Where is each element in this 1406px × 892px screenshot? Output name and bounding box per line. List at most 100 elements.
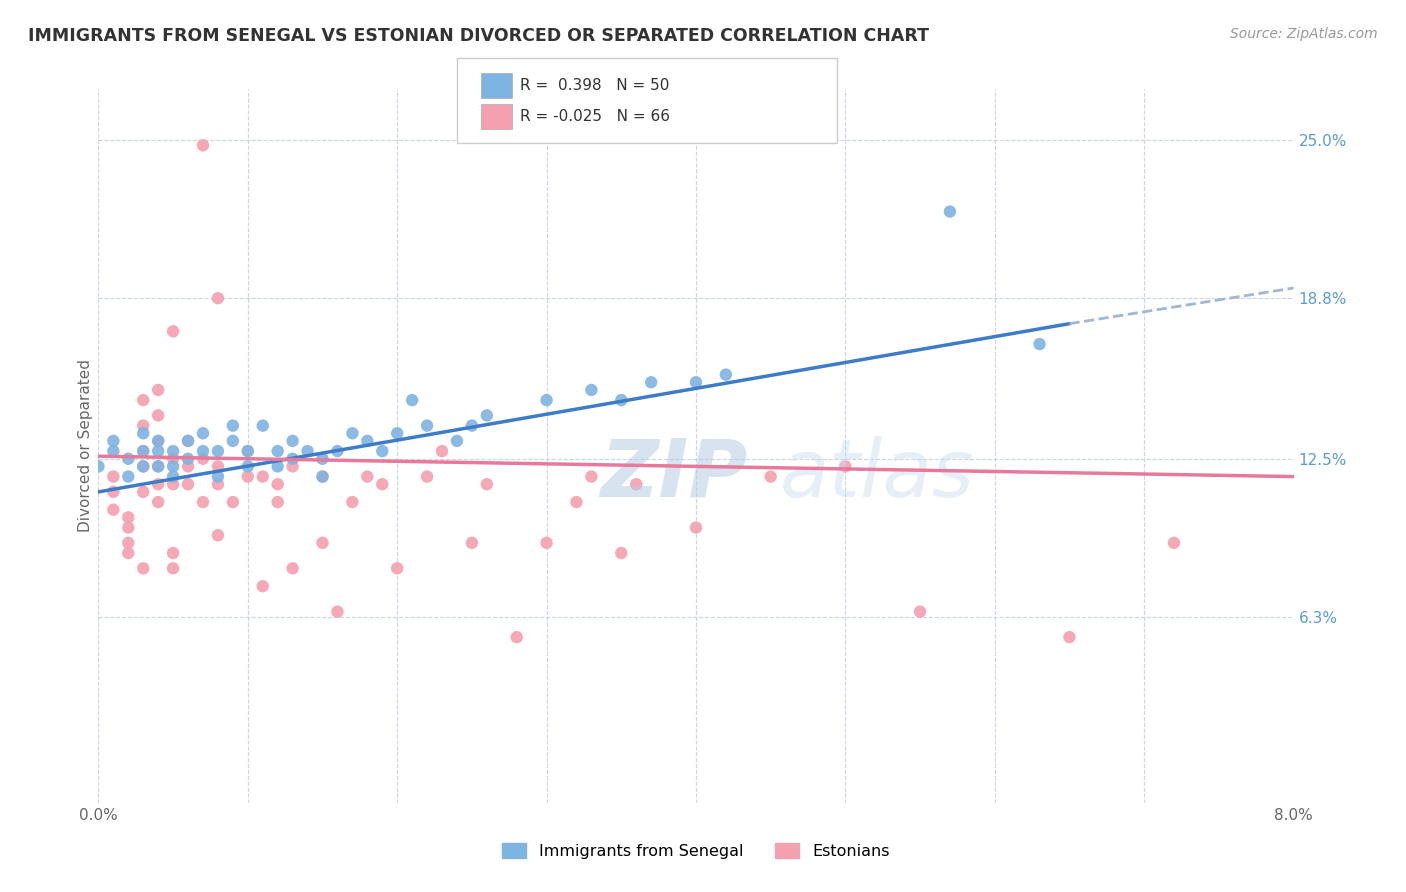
Point xyxy=(236,444,259,458)
Point xyxy=(222,495,245,509)
Point xyxy=(281,434,304,448)
Point xyxy=(148,495,170,509)
Point xyxy=(506,630,529,644)
Text: Source: ZipAtlas.com: Source: ZipAtlas.com xyxy=(1230,27,1378,41)
Point xyxy=(103,502,125,516)
Point xyxy=(385,426,409,441)
Point xyxy=(117,520,139,534)
Point xyxy=(371,477,394,491)
Point xyxy=(371,444,394,458)
Point xyxy=(132,459,155,474)
Point xyxy=(236,459,259,474)
Point xyxy=(132,444,155,458)
Point xyxy=(191,138,214,153)
Point xyxy=(191,451,214,466)
Point xyxy=(581,469,603,483)
Point xyxy=(177,434,200,448)
Point xyxy=(177,434,200,448)
Point xyxy=(132,393,155,408)
Point xyxy=(311,469,333,483)
Point xyxy=(191,444,214,458)
Point xyxy=(117,469,139,483)
Point xyxy=(132,484,155,499)
Point xyxy=(207,477,229,491)
Point xyxy=(908,605,931,619)
Point xyxy=(461,418,484,433)
Point xyxy=(117,510,139,524)
Text: atlas: atlas xyxy=(779,435,974,514)
Point xyxy=(342,426,364,441)
Point xyxy=(626,477,648,491)
Point xyxy=(162,459,184,474)
Point xyxy=(356,434,378,448)
Point xyxy=(103,469,125,483)
Point xyxy=(430,444,453,458)
Point xyxy=(162,451,184,466)
Point xyxy=(236,469,259,483)
Point xyxy=(311,469,333,483)
Point xyxy=(132,459,155,474)
Point xyxy=(191,495,214,509)
Point xyxy=(191,426,214,441)
Point xyxy=(281,561,304,575)
Point xyxy=(207,528,229,542)
Point xyxy=(281,459,304,474)
Text: R =  0.398   N = 50: R = 0.398 N = 50 xyxy=(520,78,669,93)
Point xyxy=(207,291,229,305)
Point xyxy=(416,418,439,433)
Point xyxy=(610,546,633,560)
Point xyxy=(148,477,170,491)
Text: ZIP: ZIP xyxy=(600,435,748,514)
Point xyxy=(177,451,200,466)
Point xyxy=(162,444,184,458)
Point xyxy=(401,393,423,408)
Point xyxy=(581,383,603,397)
Point xyxy=(939,204,962,219)
Point xyxy=(267,459,290,474)
Point xyxy=(342,495,364,509)
Point xyxy=(475,409,498,423)
Point xyxy=(834,459,856,474)
Point xyxy=(610,393,633,408)
Point xyxy=(385,561,409,575)
Point xyxy=(177,459,200,474)
Point xyxy=(281,451,304,466)
Point xyxy=(162,324,184,338)
Point xyxy=(162,469,184,483)
Point xyxy=(252,469,274,483)
Point xyxy=(162,546,184,560)
Point xyxy=(536,536,558,550)
Point xyxy=(252,418,274,433)
Point xyxy=(207,444,229,458)
Point xyxy=(326,444,349,458)
Point xyxy=(536,393,558,408)
Point xyxy=(132,426,155,441)
Point xyxy=(267,477,290,491)
Point xyxy=(148,434,170,448)
Point xyxy=(640,376,662,390)
Point xyxy=(267,495,290,509)
Point xyxy=(714,368,737,382)
Point xyxy=(117,451,139,466)
Point xyxy=(117,546,139,560)
Point xyxy=(207,459,229,474)
Point xyxy=(148,409,170,423)
Point xyxy=(685,520,707,534)
Point xyxy=(222,434,245,448)
Point xyxy=(236,444,259,458)
Y-axis label: Divorced or Separated: Divorced or Separated xyxy=(77,359,93,533)
Point xyxy=(1163,536,1185,550)
Point xyxy=(416,469,439,483)
Text: R = -0.025   N = 66: R = -0.025 N = 66 xyxy=(520,110,671,124)
Point xyxy=(132,444,155,458)
Point xyxy=(565,495,588,509)
Point xyxy=(685,376,707,390)
Point xyxy=(162,561,184,575)
Point xyxy=(148,459,170,474)
Point xyxy=(148,444,170,458)
Point xyxy=(117,536,139,550)
Point xyxy=(148,383,170,397)
Point xyxy=(326,605,349,619)
Point xyxy=(252,579,274,593)
Point xyxy=(103,444,125,458)
